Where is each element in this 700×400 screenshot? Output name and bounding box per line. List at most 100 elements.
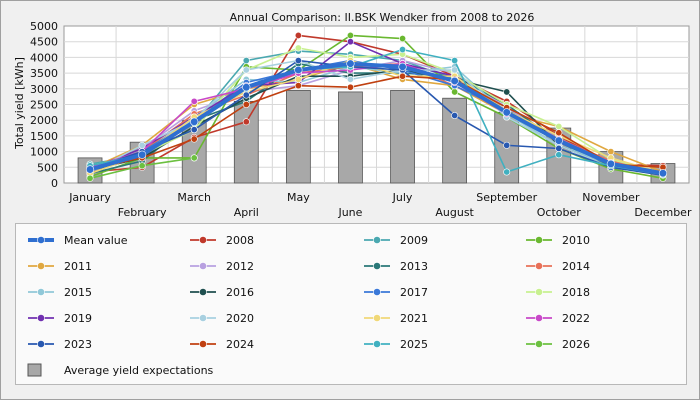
series-2025-point [555, 151, 563, 159]
series-mean-value-point [398, 62, 407, 71]
legend-label: 2014 [562, 259, 590, 273]
legend-label: 2016 [226, 285, 254, 299]
legend-item-2018: 2018 [524, 284, 590, 300]
legend-item-2010: 2010 [524, 232, 590, 248]
legend-label: 2009 [400, 233, 428, 247]
y-tick-label: 0 [51, 177, 58, 190]
x-tick-label: September [476, 191, 537, 204]
legend-swatch [190, 314, 216, 322]
series-2023-point [242, 91, 250, 99]
series-mean-value-point [346, 59, 355, 68]
series-2016-point [503, 88, 511, 96]
series-mean-value-point [450, 76, 459, 86]
series-2020-point [138, 141, 146, 149]
legend-label: 2019 [64, 311, 92, 325]
x-tick-label: June [337, 206, 362, 219]
chart-title: Annual Comparison: II.BSK Wendker from 2… [230, 11, 535, 24]
series-2009-point [242, 57, 250, 65]
legend-swatch [526, 340, 552, 348]
legend-item-2023: 2023 [26, 336, 92, 352]
y-tick-label: 5000 [30, 20, 58, 33]
series-2008-point [242, 118, 250, 126]
legend-swatch [28, 262, 54, 270]
series-2023-point [294, 57, 302, 65]
series-2024-point [190, 135, 198, 143]
series-2023-point [555, 144, 563, 152]
x-tick-label: November [582, 191, 640, 204]
y-tick-label: 1500 [30, 130, 58, 143]
y-tick-label: 3000 [30, 83, 58, 96]
series-2025-point [399, 46, 407, 54]
series-2025-point [503, 168, 511, 176]
series-mean-value-point [606, 159, 615, 168]
legend-swatch [364, 288, 390, 296]
series-2024-point [399, 72, 407, 80]
series-2019-point [346, 38, 354, 46]
series-mean-value-point [294, 65, 303, 75]
legend-label: 2024 [226, 337, 254, 351]
series-2020-line [89, 59, 664, 176]
plot-area: 0 500 1000 1500 2000 2500 3000 3500 4000 4500 5000… [30, 20, 692, 219]
legend-swatch [364, 340, 390, 348]
bar-average-yield [390, 89, 415, 184]
legend-label: 2026 [562, 337, 590, 351]
legend-swatch [190, 340, 216, 348]
legend-swatch [526, 262, 552, 270]
series-2023-line [89, 59, 664, 176]
y-tick-label: 2000 [30, 114, 58, 127]
legend-label: 2020 [226, 311, 254, 325]
legend-label: 2015 [64, 285, 92, 299]
legend-swatch [190, 288, 216, 296]
legend-label: 2021 [400, 311, 428, 325]
legend-swatch [526, 314, 552, 322]
series-mean-value-point [138, 150, 147, 159]
series-2010-point [451, 88, 459, 96]
legend-swatch [28, 314, 54, 322]
legend-item-2020: 2020 [188, 310, 254, 326]
y-axis-label: Total yield [kWh] [13, 57, 26, 150]
legend-swatch [28, 288, 54, 296]
x-tick-label: May [287, 191, 310, 204]
series-2018-point [294, 44, 302, 52]
series-2018-point [555, 122, 563, 130]
bar-average-yield [338, 91, 363, 184]
series-2023-point [503, 141, 511, 149]
legend-label: 2018 [562, 285, 590, 299]
y-tick-label: 1000 [30, 146, 58, 159]
y-tick-label: 2500 [30, 99, 58, 112]
series-2024-point [555, 129, 563, 137]
y-tick-label: 3500 [30, 67, 58, 80]
series-mean-value-point [554, 136, 563, 145]
legend-item-2012: 2012 [188, 258, 254, 274]
x-tick-label: February [118, 206, 167, 219]
legend-label: 2023 [64, 337, 92, 351]
legend-item-2016: 2016 [188, 284, 254, 300]
legend-item-2015: 2015 [26, 284, 92, 300]
bar-average-yield [442, 97, 468, 184]
y-tick-label: 4000 [30, 51, 58, 64]
x-tick-label: August [435, 206, 474, 219]
legend-label: 2011 [64, 259, 92, 273]
legend-swatch [190, 236, 216, 244]
legend-swatch [28, 236, 54, 244]
series-2024-point [346, 83, 354, 91]
series-mean-value-line [88, 61, 665, 176]
chart-plot-svg: Annual Comparison: II.BSK Wendker from 2… [13, 11, 692, 219]
series-mean-value-point [190, 117, 199, 126]
x-tick-label: April [234, 206, 259, 219]
legend-label: Average yield expectations [64, 363, 214, 377]
legend-label: 2013 [400, 259, 428, 273]
x-tick-label: October [537, 206, 581, 219]
legend-label: Mean value [64, 233, 128, 247]
legend-item-2024: 2024 [188, 336, 254, 352]
series-2024-point [294, 82, 302, 90]
series-2025-point [451, 57, 459, 65]
legend-item-2025: 2025 [362, 336, 428, 352]
bar-average-yield [233, 100, 259, 184]
series-mean-value-point [658, 169, 668, 178]
series-2020-point [242, 66, 250, 74]
legend-item-2009: 2009 [362, 232, 428, 248]
legend-item-2022: 2022 [524, 310, 590, 326]
y-tick-label: 500 [37, 161, 58, 174]
series-2020-point [346, 75, 354, 83]
